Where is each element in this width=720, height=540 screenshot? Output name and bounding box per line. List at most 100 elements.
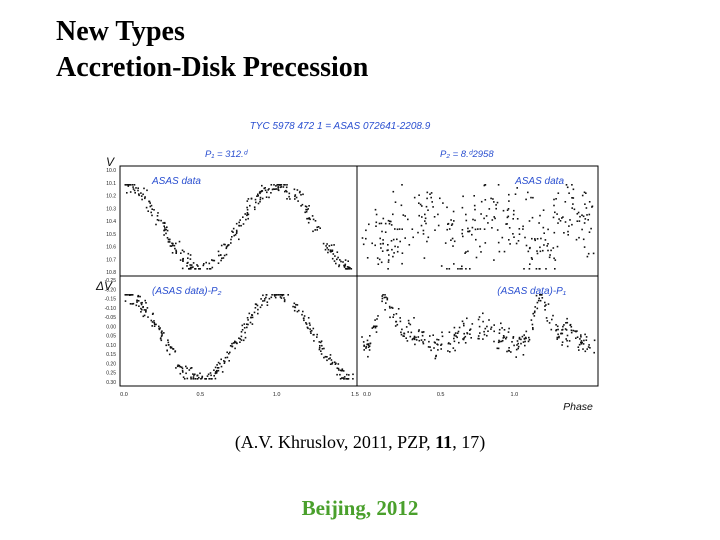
data-point-lower-left-195 — [280, 294, 282, 296]
data-point-lower-left-105 — [309, 328, 311, 330]
data-point-upper-right-289 — [513, 236, 515, 238]
data-point-lower-left-145 — [328, 358, 330, 360]
data-point-upper-left-1 — [279, 186, 282, 189]
x-tick-label-5: 0.5 — [437, 392, 445, 398]
data-point-upper-left-10 — [223, 254, 226, 257]
data-point-lower-right-19 — [578, 343, 581, 346]
data-point-upper-right-319 — [585, 207, 588, 209]
data-point-upper-right-228 — [488, 208, 491, 210]
data-point-upper-left-287 — [247, 198, 250, 200]
data-point-upper-right-257 — [418, 194, 420, 196]
data-point-upper-left-93 — [234, 234, 237, 236]
data-point-lower-right-297 — [566, 339, 568, 342]
data-point-lower-left-142 — [248, 312, 251, 315]
data-point-lower-right-282 — [551, 318, 553, 321]
data-point-upper-right-234 — [394, 228, 396, 230]
data-point-upper-right-143 — [426, 240, 428, 243]
data-point-lower-left-138 — [239, 338, 242, 340]
data-point-lower-left-153 — [234, 340, 236, 343]
data-point-lower-right-251 — [471, 323, 474, 325]
slide-title: New Types Accretion-Disk Precession — [56, 14, 368, 86]
data-point-lower-right-161 — [532, 327, 534, 329]
data-point-upper-right-89 — [396, 238, 398, 241]
data-point-upper-left-232 — [218, 254, 220, 257]
data-point-upper-right-209 — [475, 256, 478, 259]
data-point-lower-left-254 — [283, 297, 285, 299]
y-tick-label-lower-5: 0.00 — [106, 324, 116, 330]
data-point-upper-right-169 — [569, 219, 571, 221]
data-point-upper-right-28 — [518, 233, 521, 235]
caption-volume: 11 — [435, 432, 453, 452]
data-point-lower-right-37 — [578, 349, 580, 351]
data-point-upper-left-22 — [272, 188, 275, 190]
data-point-lower-right-205 — [429, 346, 431, 348]
data-point-lower-left-239 — [313, 333, 315, 336]
data-point-upper-right-167 — [512, 218, 514, 220]
data-point-lower-right-75 — [557, 333, 559, 336]
data-point-upper-left-151 — [344, 268, 347, 270]
data-point-upper-left-72 — [301, 203, 304, 206]
data-point-upper-left-77 — [189, 254, 192, 256]
data-point-upper-right-87 — [473, 204, 476, 207]
data-point-upper-right-62 — [434, 229, 436, 231]
data-point-upper-left-125 — [261, 184, 263, 187]
data-point-upper-right-67 — [392, 238, 395, 241]
data-point-upper-right-290 — [545, 268, 547, 270]
data-point-lower-right-166 — [374, 325, 377, 328]
data-point-upper-left-261 — [211, 266, 214, 269]
data-point-lower-left-37 — [129, 303, 132, 305]
data-point-upper-right-81 — [552, 247, 555, 249]
data-point-lower-left-33 — [264, 298, 266, 300]
data-point-lower-right-43 — [401, 328, 403, 331]
data-point-upper-left-97 — [127, 184, 130, 186]
data-point-upper-right-195 — [508, 227, 511, 229]
data-point-lower-left-113 — [251, 316, 254, 319]
data-point-lower-right-135 — [586, 348, 588, 350]
data-point-upper-right-281 — [421, 216, 423, 218]
data-point-lower-right-237 — [407, 331, 409, 333]
data-point-upper-left-60 — [190, 268, 192, 270]
data-point-upper-right-25 — [554, 259, 557, 261]
data-point-lower-right-303 — [561, 344, 563, 346]
data-point-upper-left-134 — [158, 219, 160, 222]
data-point-upper-right-130 — [508, 239, 510, 241]
data-point-lower-left-279 — [137, 300, 140, 302]
data-point-upper-left-185 — [131, 184, 134, 186]
data-point-upper-right-160 — [494, 217, 496, 220]
data-point-upper-right-140 — [509, 243, 511, 245]
data-point-lower-right-228 — [399, 317, 401, 319]
data-point-lower-left-221 — [323, 347, 325, 350]
data-point-upper-right-113 — [492, 198, 494, 200]
data-point-upper-right-148 — [480, 200, 483, 203]
data-point-lower-right-198 — [536, 307, 539, 310]
data-point-lower-left-217 — [235, 342, 238, 344]
data-point-lower-left-60 — [259, 306, 262, 309]
data-point-lower-right-23 — [517, 345, 520, 348]
data-point-lower-right-316 — [541, 294, 543, 296]
period1-label: P₁ = 312.ᵈ — [205, 149, 249, 160]
data-point-lower-left-58 — [251, 314, 254, 316]
data-point-upper-left-44 — [175, 250, 178, 253]
data-point-lower-right-64 — [458, 341, 460, 344]
y-tick-label-upper-7: 10.7 — [106, 257, 116, 263]
data-point-lower-right-77 — [518, 338, 521, 340]
data-point-upper-left-211 — [168, 241, 171, 243]
data-point-upper-left-83 — [331, 249, 334, 252]
data-point-upper-left-307 — [331, 257, 334, 260]
data-point-upper-left-61 — [244, 213, 246, 215]
data-point-upper-left-89 — [273, 184, 275, 186]
data-point-upper-right-38 — [528, 268, 531, 270]
data-point-lower-right-203 — [366, 343, 368, 346]
data-point-lower-right-254 — [576, 336, 579, 338]
data-point-lower-left-88 — [243, 327, 246, 329]
data-point-upper-left-285 — [311, 215, 314, 217]
data-point-upper-left-25 — [255, 201, 257, 204]
data-point-upper-left-228 — [254, 198, 257, 201]
data-point-upper-left-126 — [140, 192, 142, 194]
data-point-lower-right-266 — [585, 336, 588, 338]
data-point-upper-right-57 — [452, 245, 454, 247]
data-point-lower-left-272 — [220, 365, 223, 368]
data-point-lower-right-195 — [547, 303, 550, 305]
data-point-upper-left-2 — [286, 190, 288, 193]
data-point-lower-right-107 — [593, 351, 595, 354]
